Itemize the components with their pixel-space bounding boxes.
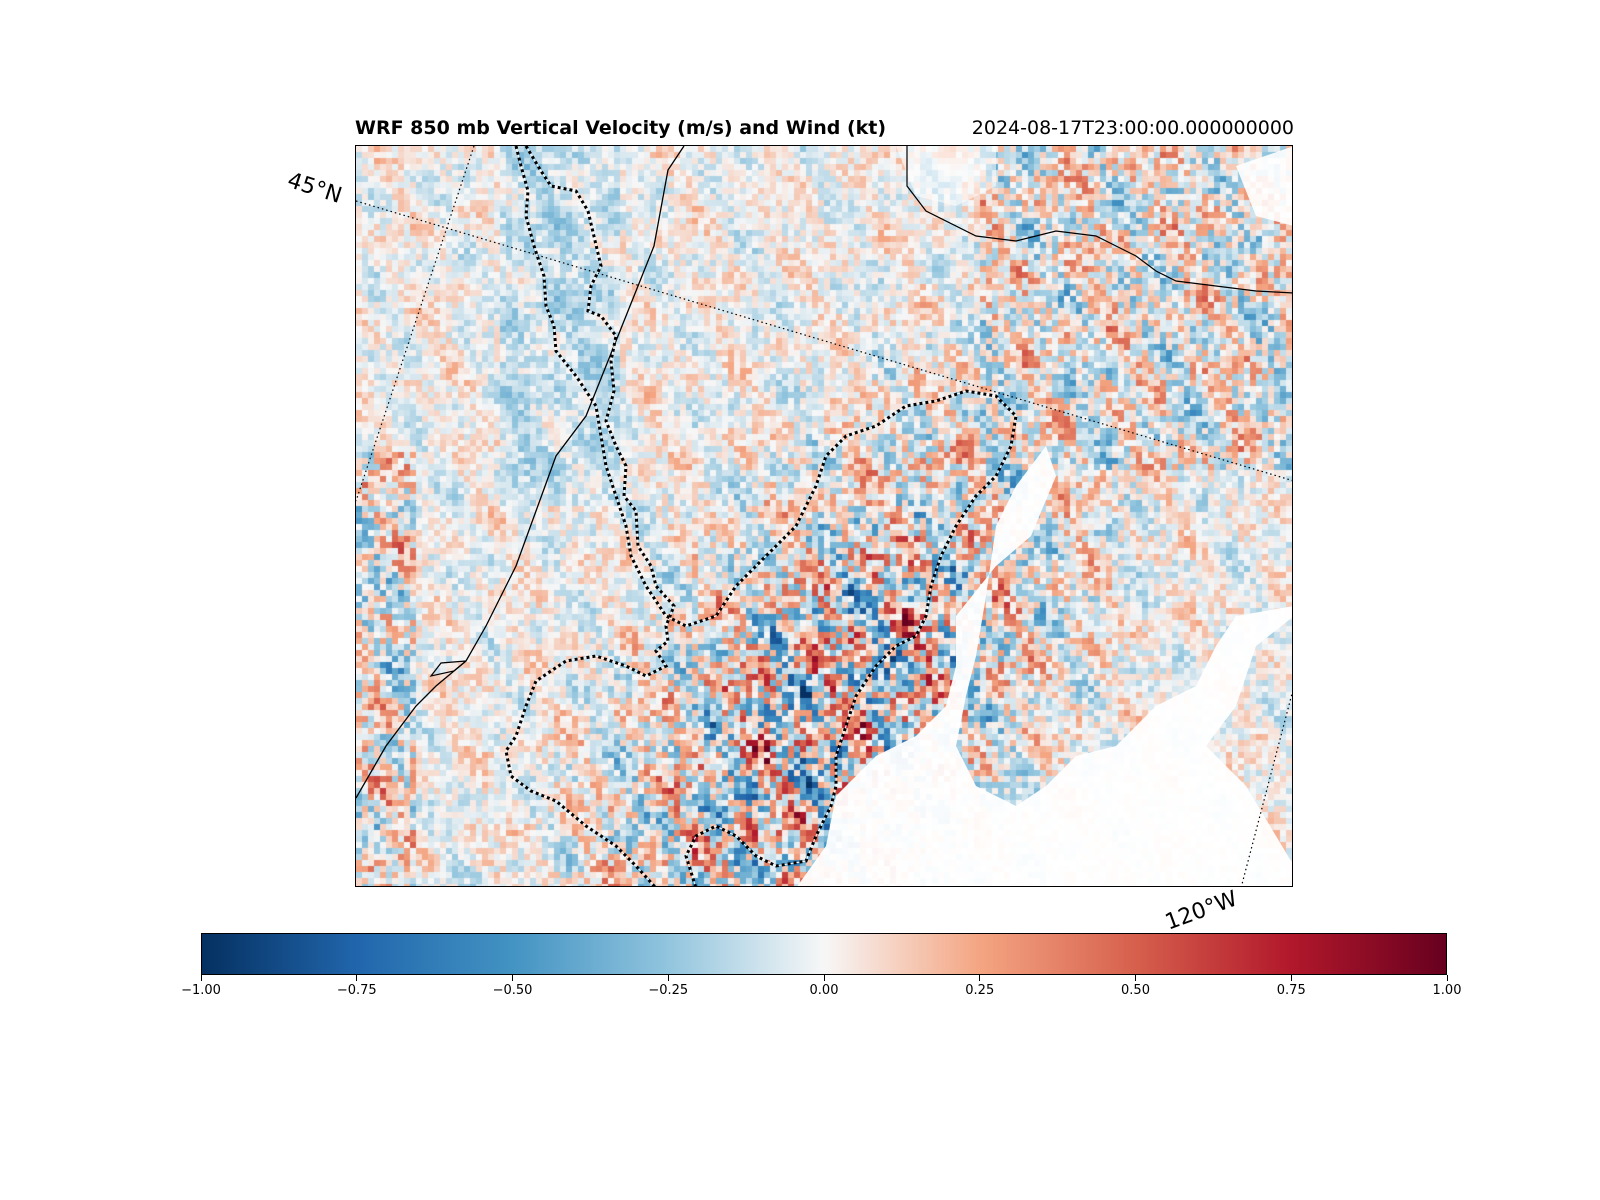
longitude-label: 120°W bbox=[1162, 886, 1241, 936]
map-overlay bbox=[356, 146, 1292, 886]
colorbar-tick bbox=[1446, 975, 1448, 981]
colorbar-tick bbox=[1135, 975, 1136, 981]
region-outline bbox=[504, 146, 676, 886]
colorbar-tick-label: 0.00 bbox=[809, 983, 839, 998]
longitude-line-left bbox=[356, 146, 475, 502]
longitude-line-120w bbox=[1240, 691, 1292, 886]
colorbar-tick-label: 0.50 bbox=[1121, 983, 1150, 998]
colorbar-tick bbox=[356, 975, 358, 981]
latitude-line-45n bbox=[356, 200, 1292, 482]
colorbar-tick bbox=[512, 975, 513, 981]
colorbar-tick-label: −1.00 bbox=[181, 983, 221, 998]
colorbar-tick bbox=[200, 975, 202, 981]
coastline-inlet bbox=[429, 660, 467, 677]
no-data-area bbox=[896, 146, 996, 206]
coastline bbox=[356, 146, 685, 799]
figure-title: WRF 850 mb Vertical Velocity (m/s) and W… bbox=[355, 117, 887, 139]
figure-timestamp: 2024-08-17T23:00:00.000000000 bbox=[971, 117, 1294, 139]
no-data-area bbox=[1236, 146, 1292, 226]
colorbar-tick-label: −0.25 bbox=[648, 983, 689, 998]
colorbar-tick bbox=[823, 975, 825, 981]
region-outline bbox=[514, 146, 1018, 886]
colorbar-tick bbox=[979, 975, 981, 981]
region-outline bbox=[515, 146, 1017, 886]
no-data-area bbox=[797, 446, 1292, 886]
colorbar-tick-label: 0.25 bbox=[965, 983, 995, 998]
colorbar-tick-label: 1.00 bbox=[1432, 983, 1462, 998]
colorbar-tick bbox=[1290, 975, 1292, 981]
latitude-label: 45°N bbox=[284, 168, 345, 209]
colorbar-tick-label: −0.50 bbox=[492, 983, 533, 998]
colorbar-tick-label: 0.75 bbox=[1276, 983, 1306, 998]
map-panel bbox=[355, 145, 1293, 887]
region-outline bbox=[505, 146, 675, 886]
colorbar-tick bbox=[667, 975, 669, 981]
colorbar-tick-label: −0.75 bbox=[336, 983, 377, 998]
colorbar bbox=[201, 933, 1447, 975]
state-border bbox=[906, 146, 1292, 294]
